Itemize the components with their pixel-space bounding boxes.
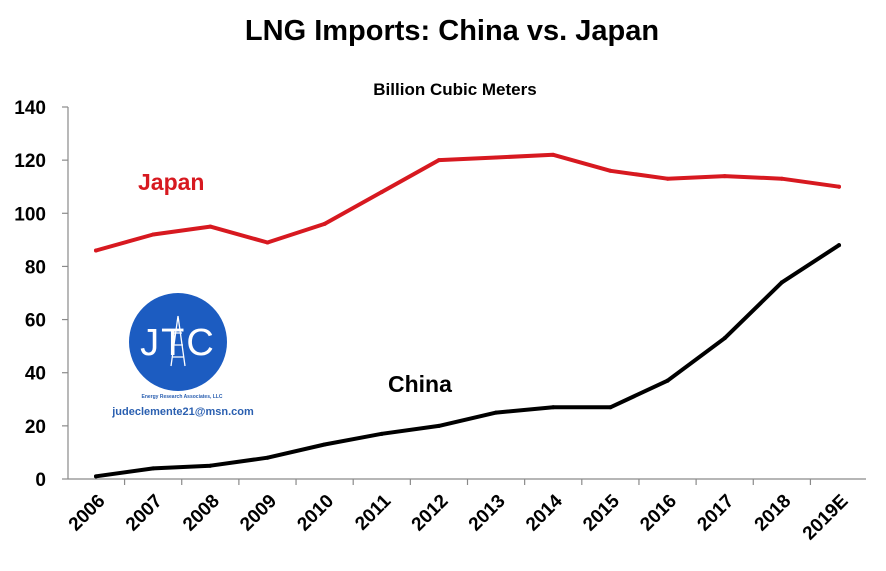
logo-letters: JTC	[140, 322, 216, 364]
x-tick-label: 2011	[351, 490, 395, 534]
x-tick-label: 2015	[579, 490, 624, 535]
series-line-japan	[94, 152, 841, 253]
series-lines	[94, 152, 841, 479]
tower-icon	[170, 315, 186, 367]
data-point-japan	[322, 221, 327, 226]
x-tick-label: 2006	[65, 491, 110, 536]
x-tick-label: 2012	[408, 491, 453, 536]
y-axis: 0 20 40 60 80 100 120 140	[14, 98, 69, 491]
x-tick-label: 2013	[465, 491, 510, 536]
y-tick-label: 100	[14, 204, 46, 225]
data-point-china	[779, 280, 784, 285]
data-point-china	[379, 431, 384, 436]
data-point-china	[722, 336, 727, 341]
chart-title: LNG Imports: China vs. Japan	[245, 15, 659, 47]
x-tick-label: 2018	[751, 491, 796, 536]
data-point-japan	[722, 174, 727, 179]
y-tick-label: 60	[25, 311, 46, 332]
x-tick-label: 2017	[693, 491, 738, 536]
x-tick-label: 2014	[522, 490, 567, 535]
data-point-japan	[151, 232, 156, 237]
y-tick-label: 0	[35, 470, 46, 491]
x-tick-label: 2016	[636, 491, 681, 536]
data-point-china	[608, 405, 613, 410]
series-label-japan: Japan	[138, 169, 204, 195]
data-point-japan	[837, 184, 841, 189]
x-tick-label: 2019E	[799, 491, 853, 545]
logo-circle	[129, 293, 227, 391]
data-point-japan	[494, 155, 499, 160]
data-point-china	[494, 410, 499, 415]
data-point-china	[436, 423, 441, 428]
data-point-china	[265, 455, 270, 460]
data-point-china	[551, 405, 556, 410]
data-point-japan	[779, 176, 784, 181]
series-line-china	[94, 243, 841, 479]
y-tick-label: 120	[14, 151, 46, 172]
data-point-china	[322, 442, 327, 447]
data-point-china	[208, 463, 213, 468]
x-tick-label: 2009	[236, 491, 281, 536]
data-point-japan	[94, 248, 98, 253]
y-tick-label: 80	[25, 257, 46, 278]
data-point-china	[94, 474, 98, 479]
y-tick-label: 140	[14, 98, 46, 119]
data-point-china	[665, 378, 670, 383]
logo-tagline: Energy Research Associates, LLC	[142, 394, 223, 400]
series-label-china: China	[388, 371, 452, 397]
x-tick-label: 2007	[122, 491, 167, 536]
logo-email: judeclemente21@msn.com	[111, 406, 254, 418]
y-tick-label: 40	[25, 364, 46, 385]
data-point-japan	[665, 176, 670, 181]
data-point-japan	[608, 168, 613, 173]
company-logo: JTC Energy Research Associates, LLC jude…	[111, 293, 254, 418]
x-tick-label: 2008	[179, 491, 224, 536]
y-tick-label: 20	[25, 417, 46, 438]
data-point-china	[151, 466, 156, 471]
data-point-japan	[265, 240, 270, 245]
data-point-japan	[551, 152, 556, 157]
data-point-japan	[208, 224, 213, 229]
data-point-china	[837, 243, 841, 248]
x-axis: 2006 2007 2008 2009 2010 2011 2012 2013 2014 2015…	[65, 478, 866, 545]
chart-subtitle: Billion Cubic Meters	[373, 80, 536, 99]
data-point-japan	[436, 158, 441, 163]
x-tick-label: 2010	[293, 491, 338, 536]
data-point-japan	[379, 190, 384, 195]
